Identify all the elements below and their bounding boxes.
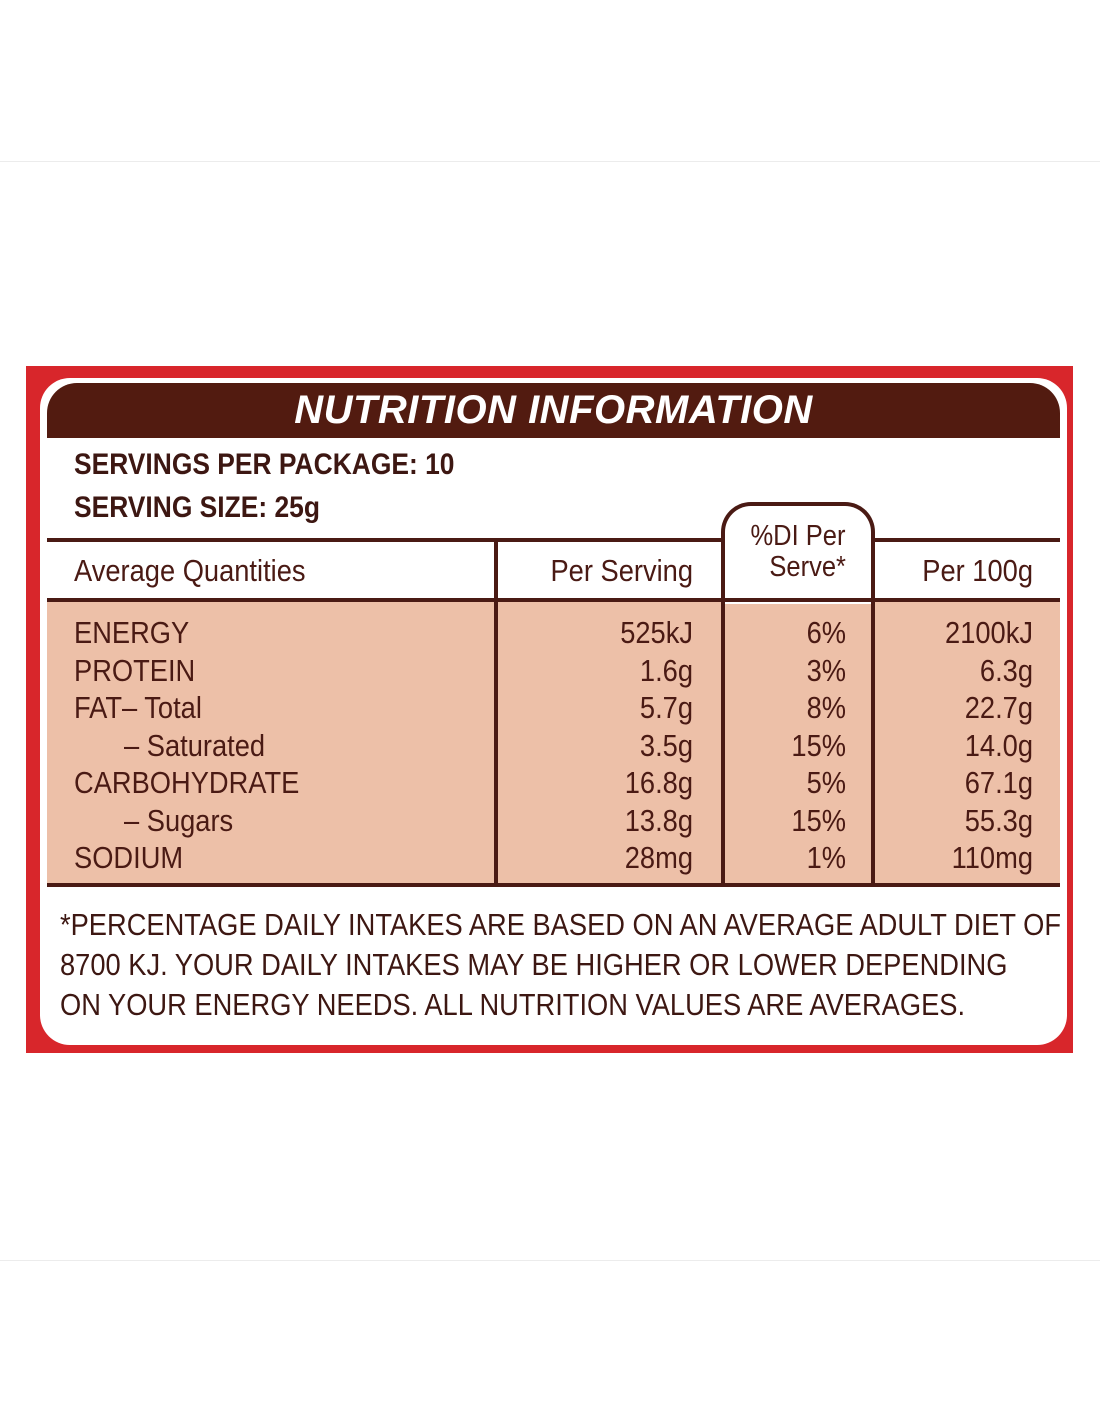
nutrient-name: FAT– Total <box>74 690 202 725</box>
di-value: 8% <box>806 690 846 725</box>
di-value: 15% <box>791 802 846 838</box>
footnote: *PERCENTAGE DAILY INTAKES ARE BASED ON A… <box>60 905 1062 1025</box>
bottom-divider <box>0 1260 1100 1261</box>
nutrient-name: ENERGY <box>74 615 190 650</box>
panel-title: NUTRITION INFORMATION <box>47 383 1060 438</box>
per-100g-value: 6.3g <box>979 652 1033 688</box>
top-divider <box>0 161 1100 162</box>
footnote-line: *PERCENTAGE DAILY INTAKES ARE BASED ON A… <box>60 907 1062 942</box>
nutrient-name: – Sugars <box>124 802 234 838</box>
per-100g-value: 14.0g <box>964 727 1033 763</box>
nutrient-name: PROTEIN <box>74 652 196 688</box>
per-100g-value: 67.1g <box>964 765 1033 800</box>
di-value: 6% <box>806 615 846 650</box>
serving-size: SERVING SIZE: 25g <box>74 491 320 524</box>
per-serving-value: 16.8g <box>624 765 693 800</box>
header-di-line2: Serve* <box>769 551 846 583</box>
per-100g-value: 55.3g <box>964 802 1033 838</box>
di-value: 1% <box>806 840 846 875</box>
servings-per-package: SERVINGS PER PACKAGE: 10 <box>74 448 455 481</box>
per-100g-value: 2100kJ <box>945 615 1033 650</box>
di-value: 5% <box>806 765 846 800</box>
header-di-per-serve: %DI Per Serve* <box>730 521 866 583</box>
per-100g-value: 22.7g <box>964 690 1033 725</box>
header-per-serving: Per Serving <box>550 553 693 588</box>
per-100g-value: 110mg <box>951 840 1033 875</box>
per-serving-value: 525kJ <box>620 615 693 650</box>
footnote-line: 8700 KJ. YOUR DAILY INTAKES MAY BE HIGHE… <box>60 947 1008 982</box>
nutrient-name: SODIUM <box>74 840 184 875</box>
per-serving-value: 28mg <box>624 840 693 875</box>
header-top-rule <box>47 538 1060 542</box>
header-bottom-rule <box>47 598 1060 602</box>
column-divider-2 <box>721 538 725 887</box>
di-value: 15% <box>791 727 846 763</box>
column-divider-3 <box>871 538 875 887</box>
di-value: 3% <box>806 652 846 688</box>
nutrient-name: CARBOHYDRATE <box>74 765 300 800</box>
column-divider-1 <box>494 538 498 887</box>
nutrition-panel: NUTRITION INFORMATION SERVINGS PER PACKA… <box>40 378 1067 1045</box>
header-di-line1: %DI Per <box>750 520 846 552</box>
table-bottom-rule <box>47 883 1060 887</box>
header-per-100g: Per 100g <box>922 553 1033 588</box>
header-average-quantities: Average Quantities <box>74 553 306 588</box>
per-serving-value: 13.8g <box>624 802 693 838</box>
per-serving-value: 5.7g <box>639 690 693 725</box>
footnote-line: ON YOUR ENERGY NEEDS. ALL NUTRITION VALU… <box>60 987 966 1022</box>
table-body-background <box>47 601 1060 883</box>
per-serving-value: 3.5g <box>639 727 693 763</box>
nutrient-name: – Saturated <box>124 727 266 763</box>
per-serving-value: 1.6g <box>639 652 693 688</box>
